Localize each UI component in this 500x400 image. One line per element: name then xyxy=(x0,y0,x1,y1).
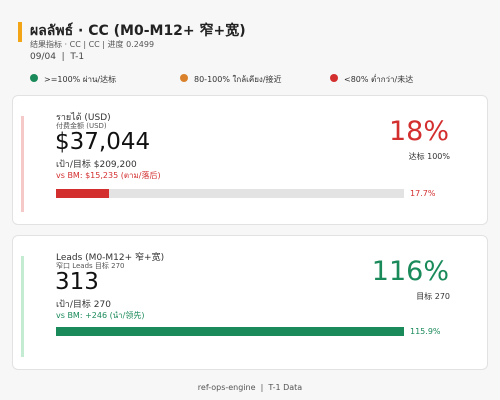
kpi-benchmark: vs BM: $15,235 (ตาม/落后) xyxy=(56,171,161,180)
kpi-value: 313 xyxy=(55,269,99,295)
legend-label: 80-100% ใกล้เคียง/接近 xyxy=(194,75,282,84)
subtitle: 结果指标 · CC | CC | 进度 0.2499 xyxy=(30,40,155,49)
kpi-benchmark: vs BM: +246 (นำ/领先) xyxy=(56,311,145,320)
kpi-percent-note: 目标 270 xyxy=(416,292,450,301)
kpi-target: เป้า/目标 $209,200 xyxy=(56,160,137,170)
progress-bar xyxy=(56,327,404,336)
kpi-percent: 18% xyxy=(388,116,449,147)
footer-note: T-1 Data xyxy=(268,383,303,392)
title: ผลลัพธ์ · CC (M0-M12+ 窄+宽) xyxy=(30,23,246,39)
kpi-card: รายได้ (USD) 付费金额 (USD) $37,044 เป้า/目标 $20… xyxy=(12,95,488,225)
kpi-percent-note: 达标 100% xyxy=(408,152,450,161)
kpi-subname: 窄口 Leads 目标 270 xyxy=(56,262,125,270)
card-accent xyxy=(21,116,24,212)
kpi-target: เป้า/目标 270 xyxy=(56,300,111,310)
legend-label: <80% ต่ำกว่า/未达 xyxy=(344,75,414,84)
kpi-subname: 付费金额 (USD) xyxy=(56,122,107,130)
title-accent xyxy=(18,22,22,42)
legend-dot xyxy=(330,74,338,82)
legend-dot xyxy=(30,74,38,82)
progress-label: 17.7% xyxy=(410,189,436,198)
footer-source: ref-ops-engine xyxy=(197,383,256,392)
kpi-name: Leads (M0-M12+ 窄+宽) xyxy=(56,253,165,263)
period: T-1 xyxy=(70,52,85,62)
progress-track xyxy=(56,189,404,198)
legend-dot xyxy=(180,74,188,82)
kpi-name: รายได้ (USD) xyxy=(56,113,111,123)
kpi-value: $37,044 xyxy=(55,129,151,155)
date: 09/04 xyxy=(30,52,56,62)
footer: ref-ops-engine | T-1 Data xyxy=(197,383,303,392)
card-accent xyxy=(21,256,24,357)
legend-label: >=100% ผ่าน/达标 xyxy=(44,75,117,84)
kpi-card: Leads (M0-M12+ 窄+宽) 窄口 Leads 目标 270 313 เป้… xyxy=(12,235,488,370)
progress-bar xyxy=(56,189,110,198)
date-row: 09/04 | T-1 xyxy=(30,52,85,62)
kpi-percent: 116% xyxy=(371,256,449,287)
progress-label: 115.9% xyxy=(410,327,441,336)
